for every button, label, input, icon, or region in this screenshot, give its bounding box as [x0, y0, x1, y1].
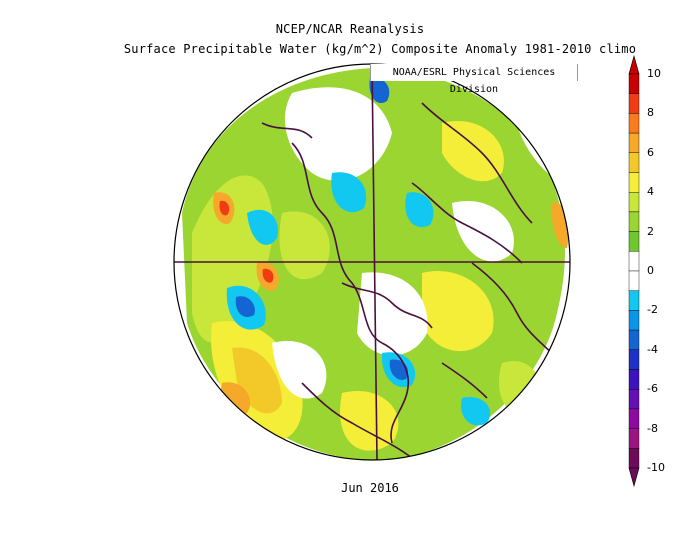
- anomaly-field-negative: [331, 172, 367, 213]
- colorbar-segment: [628, 113, 640, 134]
- anomaly-field-strong-positive: [262, 268, 274, 283]
- anomaly-field-neutral: [284, 87, 392, 181]
- anomaly-field-negative: [247, 209, 278, 245]
- colorbar-segment: [628, 231, 640, 252]
- colorbar-segment: [628, 132, 640, 153]
- colorbar-segment: [628, 329, 640, 351]
- colorbar-tick-label: 0: [647, 264, 654, 277]
- anomaly-field-negative: [405, 192, 434, 228]
- colorbar-segment: [628, 93, 640, 114]
- colorbar-segment: [628, 408, 640, 429]
- colorbar-segment: [628, 428, 640, 449]
- colorbar-segment: [628, 349, 640, 370]
- colorbar-tick-label: 6: [647, 145, 654, 159]
- map-subtitle: Surface Precipitable Water (kg/m^2) Comp…: [123, 42, 637, 56]
- colorbar-segment: [628, 310, 640, 331]
- colorbar-tick-label: 8: [647, 106, 654, 120]
- colorbar-tick-label: -2: [647, 303, 658, 317]
- anomaly-field-negative: [369, 77, 390, 104]
- colorbar-arrow-top: [628, 54, 640, 75]
- colorbar-segment: [628, 172, 640, 193]
- colorbar-segment: [628, 369, 640, 390]
- anomaly-field-strong-positive: [219, 200, 230, 216]
- anomaly-field-negative: [235, 296, 255, 317]
- colorbar-segment: [628, 448, 640, 469]
- anomaly-field-neutral: [272, 341, 327, 399]
- polar-anomaly-map: [173, 63, 571, 461]
- coastlines: [261, 102, 558, 459]
- colorbar: [628, 54, 640, 488]
- prime-meridian-line: [371, 64, 378, 460]
- anomaly-field-positive: [442, 121, 504, 182]
- anomaly-field-positive: [340, 391, 399, 451]
- colorbar-tick-label: -4: [647, 342, 658, 356]
- anomaly-field-neutral: [452, 201, 514, 262]
- colorbar-segment: [628, 389, 640, 410]
- credit-label: NOAA/ESRL Physical Sciences Division: [370, 64, 578, 95]
- colorbar-segment: [628, 290, 640, 311]
- colorbar-tick-label: 10: [647, 67, 661, 80]
- colorbar-segment: [628, 73, 640, 94]
- colorbar-segment: [628, 152, 640, 173]
- colorbar-arrow-bottom: [628, 467, 640, 488]
- map-title: NCEP/NCAR Reanalysis: [275, 22, 425, 36]
- colorbar-segment: [628, 191, 640, 213]
- anomaly-field-negative: [461, 397, 491, 426]
- colorbar-segment: [628, 251, 640, 272]
- colorbar-tick-label: -8: [647, 421, 658, 435]
- colorbar-tick-label: -10: [647, 461, 665, 474]
- colorbar-segment: [628, 211, 640, 232]
- anomaly-field-positive: [422, 271, 494, 352]
- colorbar-segment: [628, 270, 640, 291]
- date-label: Jun 2016: [341, 481, 399, 495]
- colorbar-tick-label: -6: [647, 382, 658, 396]
- colorbar-tick-label: 4: [647, 185, 654, 199]
- colorbar-tick-label: 2: [647, 224, 654, 238]
